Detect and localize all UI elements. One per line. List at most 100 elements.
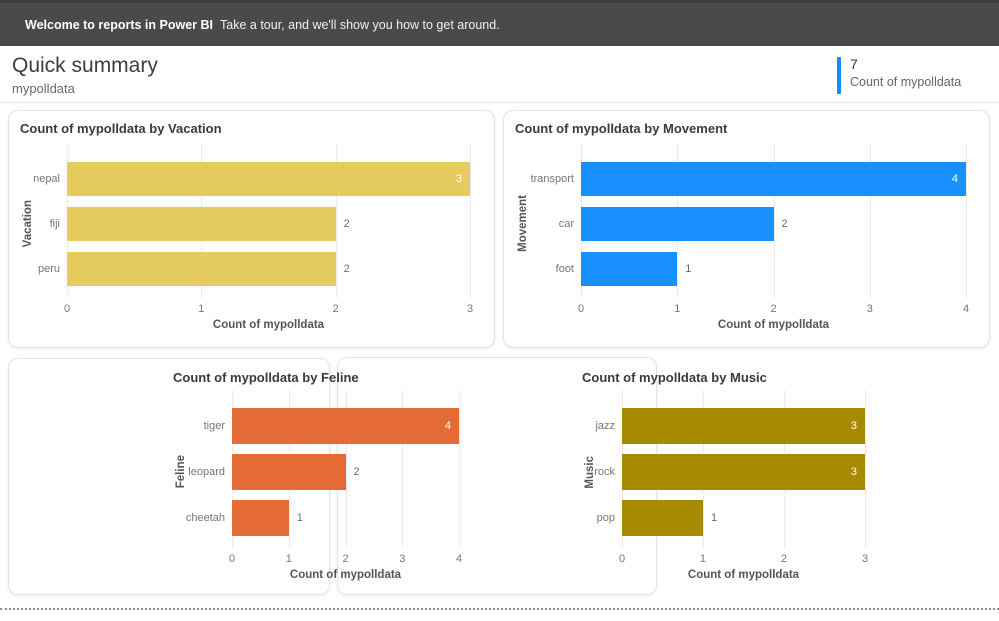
bar-row: 4	[581, 156, 966, 201]
bar-row: 2	[581, 201, 966, 246]
page-header: Quick summary mypolldata 7 Count of mypo…	[0, 46, 999, 103]
bar[interactable]: 2	[232, 454, 360, 490]
bar-value-label: 3	[850, 466, 857, 478]
x-axis-ticks: 0 1 2 3	[63, 303, 474, 316]
chart-feline[interactable]: Count of mypolldata by Feline Feline tiger…	[165, 362, 471, 581]
y-axis-title-text: Music	[584, 455, 596, 489]
category-label: fiji	[49, 217, 60, 230]
notification-banner: Welcome to reports in Power BI Take a to…	[0, 0, 999, 46]
x-tick-label: 3	[866, 303, 873, 315]
x-tick-label: 2	[780, 553, 788, 565]
plot-region: 3 2 2	[67, 144, 471, 297]
banner-title: Welcome to reports in Power BI	[25, 17, 214, 32]
bar-row: 3	[67, 156, 470, 201]
x-tick-label: 0	[63, 303, 71, 315]
bar-row: 2	[67, 201, 470, 246]
bar-row: 1	[581, 246, 966, 291]
chart-plot-area: Movement transport car foot 4 2 1	[515, 144, 978, 297]
category-axis: transport car foot	[531, 156, 581, 291]
gridline	[966, 144, 967, 297]
chart-movement[interactable]: Count of mypolldata by Movement Movement t…	[503, 110, 978, 331]
y-axis-title-text: Feline	[175, 455, 187, 489]
category-label: leopard	[188, 466, 225, 478]
gridline	[470, 144, 471, 297]
chart-plot-area: Music jazz rock pop 3 3 1	[582, 391, 877, 547]
x-axis-title: Count of mypolldata	[289, 569, 402, 581]
bar-row: 1	[232, 495, 459, 541]
x-tick-label: 4	[962, 303, 970, 315]
x-axis-title: Count of mypolldata	[717, 319, 830, 331]
bar-row: 2	[232, 449, 459, 495]
chart-plot-area: Vacation nepal fiji peru 3 2 2	[20, 144, 482, 297]
bar[interactable]: 3	[622, 408, 865, 444]
bar-row: 2	[67, 246, 470, 291]
plot-region: 4 2 1	[581, 144, 967, 297]
category-label: jazz	[595, 420, 615, 432]
x-tick-label: 1	[285, 553, 292, 565]
page-title: Quick summary	[12, 54, 158, 77]
category-label: nepal	[33, 172, 60, 185]
category-label: foot	[555, 262, 574, 275]
insight-card-music[interactable]	[337, 357, 657, 595]
gridline	[865, 391, 866, 547]
kpi-value: 7	[850, 56, 858, 72]
gridline	[402, 391, 404, 547]
bar-row: 1	[622, 495, 865, 541]
x-tick-label: 4	[455, 553, 463, 565]
kpi-summary: 7 Count of mypolldata	[837, 57, 961, 94]
chart-title: Count of mypolldata by Movement	[515, 121, 728, 136]
bar[interactable]: 4	[581, 161, 966, 196]
chart-plot-area: Feline tiger leopard cheetah 4 2 1	[173, 391, 471, 547]
gridline	[773, 144, 775, 297]
bar-value-label: 3	[850, 420, 857, 432]
bar-value-label: 2	[781, 217, 788, 230]
bar-row: 3	[622, 449, 865, 495]
y-axis-title: Movement	[515, 156, 531, 291]
bar[interactable]: 1	[581, 251, 691, 286]
category-axis: nepal fiji peru	[33, 156, 67, 291]
bar-row: 3	[622, 403, 865, 449]
chart-music[interactable]: Count of mypolldata by Music Music jazz roc…	[574, 362, 877, 581]
bar-value-label: 4	[444, 420, 451, 432]
bar-value-label: 2	[353, 466, 360, 478]
bar[interactable]: 1	[232, 500, 303, 536]
x-tick-label: 1	[198, 303, 205, 315]
plot-region: 4 2 1	[232, 391, 460, 547]
category-label: pop	[596, 512, 615, 524]
chart-title: Count of mypolldata by Vacation	[20, 121, 222, 136]
x-axis-ticks: 0 1 2 3 4	[577, 303, 970, 316]
x-tick-label: 2	[342, 553, 349, 565]
x-tick-label: 0	[577, 303, 585, 315]
bar[interactable]: 4	[232, 408, 459, 444]
bar[interactable]: 3	[67, 161, 470, 196]
bar[interactable]: 1	[622, 500, 717, 536]
bar-value-label: 2	[343, 262, 350, 275]
category-axis: tiger leopard cheetah	[185, 403, 232, 541]
y-axis-title-text: Vacation	[22, 199, 34, 248]
x-tick-label: 2	[332, 303, 339, 315]
bottom-dotted-divider	[0, 608, 999, 610]
bar[interactable]: 2	[581, 206, 788, 241]
bar[interactable]: 3	[622, 454, 865, 490]
category-label: cheetah	[185, 512, 225, 524]
x-tick-label: 0	[228, 553, 236, 565]
bar-row: 4	[232, 403, 459, 449]
bar[interactable]: 2	[67, 251, 350, 286]
category-label: peru	[37, 262, 60, 275]
x-tick-label: 2	[770, 303, 777, 315]
bar[interactable]: 2	[67, 206, 350, 241]
banner-subtitle: Take a tour, and we'll show you how to g…	[220, 17, 500, 32]
kpi-accent-bar	[837, 57, 841, 94]
category-label: rock	[594, 466, 615, 478]
kpi-label: Count of mypolldata	[850, 75, 962, 89]
x-axis-title: Count of mypolldata	[212, 319, 325, 331]
x-axis-ticks: 0 1 2 3 4	[228, 553, 463, 566]
category-label: car	[558, 217, 574, 230]
x-tick-label: 1	[699, 553, 707, 565]
x-axis-title: Count of mypolldata	[687, 569, 800, 581]
x-tick-label: 3	[466, 303, 474, 315]
chart-title: Count of mypolldata by Music	[582, 370, 767, 385]
chart-vacation[interactable]: Count of mypolldata by Vacation Vacation n…	[8, 110, 482, 331]
gridline	[335, 144, 337, 297]
